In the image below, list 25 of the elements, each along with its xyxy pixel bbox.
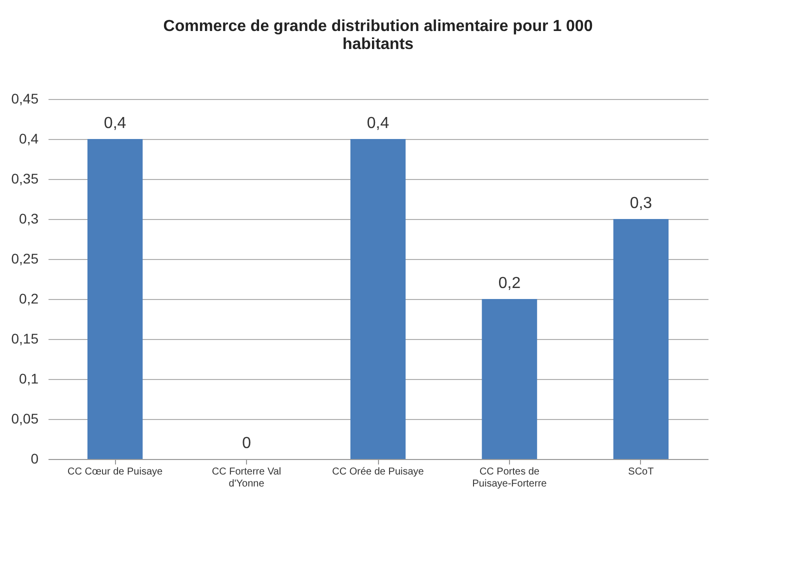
y-tick-label: 0,35: [11, 170, 39, 186]
y-tick-label: 0,25: [11, 250, 39, 266]
bar: [482, 299, 538, 459]
x-tick-label: CC Portes de Puisaye-Forterre: [472, 466, 548, 490]
y-tick-label: 0,05: [11, 410, 39, 426]
data-label: 0,2: [498, 275, 521, 292]
y-tick-label: 0,3: [19, 210, 39, 226]
x-tick-label: CC Orée de Puisaye: [332, 466, 424, 478]
bar: [350, 139, 406, 459]
bar: [87, 139, 143, 459]
y-tick-label: 0,2: [19, 290, 39, 306]
data-label: 0,3: [630, 195, 652, 212]
y-tick-label: 0: [30, 450, 39, 466]
y-tick-label: 0,1: [19, 370, 39, 386]
y-tick-label: 0,45: [11, 90, 39, 106]
data-label: 0: [242, 435, 252, 452]
data-label: 0,4: [366, 115, 390, 132]
y-tick-label: 0,15: [11, 330, 39, 346]
bar: [613, 219, 669, 459]
data-label: 0,4: [104, 115, 126, 132]
chart-title: Commerce de grande distribution alimentaire pour 1 000 habitants: [163, 18, 593, 53]
x-tick-label: CC Forterre Val d'Yonne: [212, 466, 282, 490]
y-tick-label: 0,4: [19, 130, 39, 146]
x-tick-label: CC Cœur de Puisaye: [68, 466, 164, 478]
x-tick-label: SCoT: [628, 466, 654, 478]
